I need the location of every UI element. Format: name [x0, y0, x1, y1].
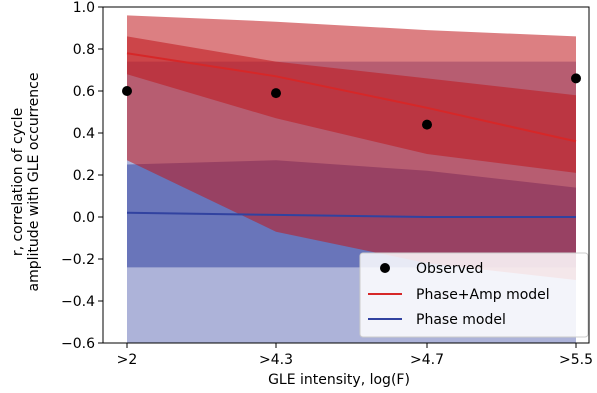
legend-box: [359, 252, 589, 338]
x-tick-label: >2: [117, 352, 138, 368]
x-axis: >2 >4.3 >4.7 >5.5: [117, 343, 593, 368]
y-axis: −0.6 −0.4 −0.2 0.0 0.2 0.4 0.6 0.8 1.0: [61, 0, 103, 352]
observed-point: [422, 119, 432, 130]
phase-model-line: [126, 211, 576, 218]
observed-point: [571, 73, 581, 84]
y-tick-label: −0.4: [61, 294, 95, 310]
y-axis-label-line1: r, correlation of cycle: [10, 108, 26, 256]
legend: Observed Phase+Amp model Phase model: [359, 252, 589, 338]
observed-point: [271, 88, 281, 99]
legend-observed-label: Observed: [416, 261, 483, 277]
x-tick-label: >4.7: [410, 352, 444, 368]
observed-point: [122, 86, 132, 96]
x-axis-label: GLE intensity, log(F): [268, 372, 410, 388]
legend-phase-label: Phase model: [416, 312, 506, 328]
y-tick-label: 1.0: [73, 0, 95, 16]
y-tick-label: −0.2: [61, 252, 95, 268]
y-tick-label: 0.4: [73, 126, 95, 142]
phase-amp-model-line: [126, 52, 577, 143]
y-tick-label: 0.2: [73, 168, 95, 184]
y-tick-label: 0.0: [73, 210, 95, 226]
observed-points: [122, 73, 581, 130]
legend-observed-marker: [380, 263, 390, 273]
y-tick-label: 0.8: [73, 42, 95, 58]
y-tick-label: −0.6: [61, 336, 95, 352]
x-tick-label: >5.5: [559, 352, 593, 368]
x-tick-label: >4.3: [259, 352, 293, 368]
y-axis-label-line2: amplitude with GLE occurrence: [26, 73, 42, 292]
model-lines: [126, 52, 577, 218]
legend-phase-amp-label: Phase+Amp model: [416, 287, 550, 303]
y-tick-label: 0.6: [73, 84, 95, 100]
